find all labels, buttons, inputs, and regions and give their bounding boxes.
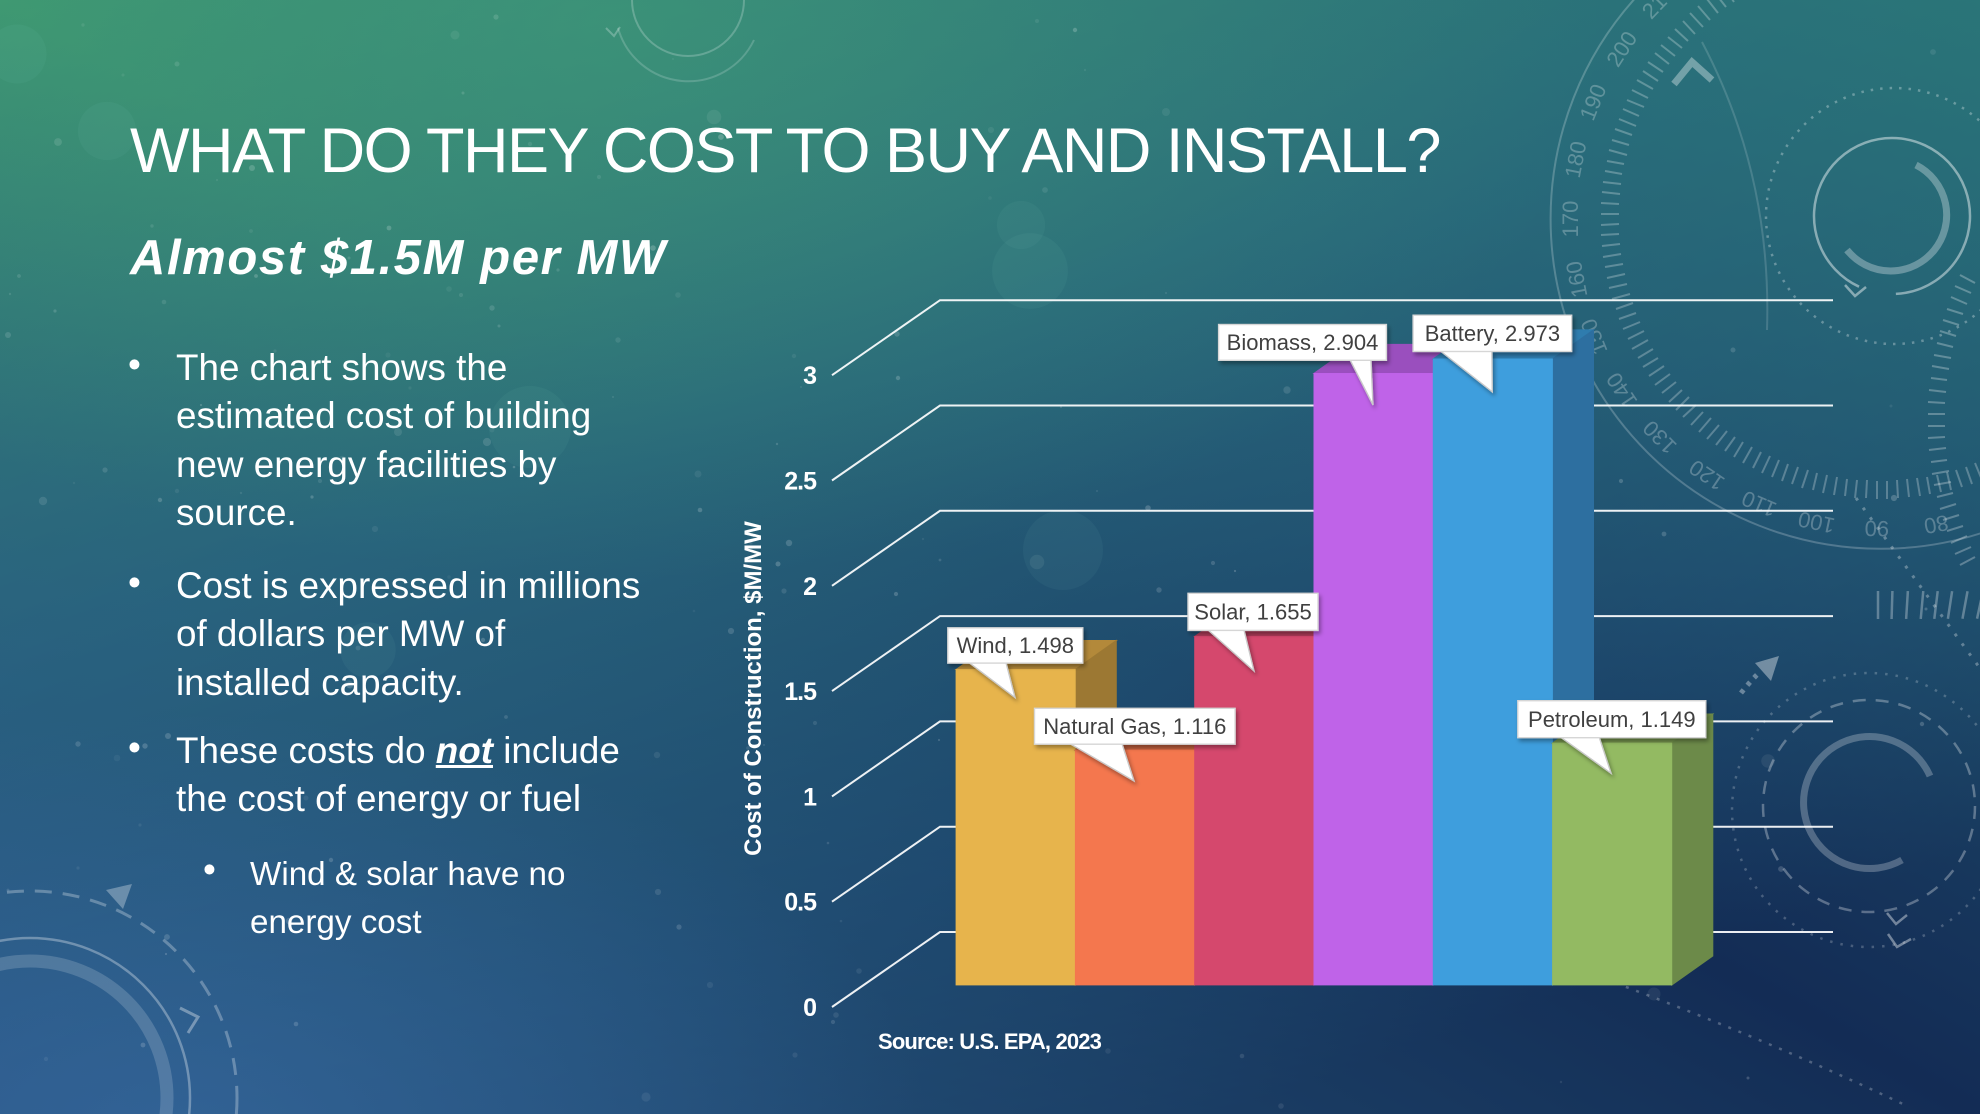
svg-text:3: 3	[803, 362, 816, 390]
svg-text:0: 0	[803, 994, 816, 1022]
svg-text:1.5: 1.5	[784, 678, 817, 706]
svg-text:Natural Gas, 1.116: Natural Gas, 1.116	[1043, 714, 1226, 739]
svg-text:Wind, 1.498: Wind, 1.498	[957, 633, 1074, 658]
svg-text:Petroleum, 1.149: Petroleum, 1.149	[1528, 707, 1696, 732]
svg-text:90: 90	[1864, 516, 1889, 541]
svg-text:80: 80	[1922, 510, 1950, 539]
svg-text:Battery, 2.973: Battery, 2.973	[1425, 321, 1560, 346]
svg-text:0.5: 0.5	[784, 889, 817, 917]
svg-text:1: 1	[803, 783, 817, 811]
svg-text:Biomass, 2.904: Biomass, 2.904	[1227, 330, 1379, 355]
svg-text:2: 2	[803, 573, 816, 601]
svg-text:2.5: 2.5	[784, 468, 817, 496]
svg-text:Cost of Construction, $M/MW: Cost of Construction, $M/MW	[740, 521, 767, 856]
svg-text:Solar, 1.655: Solar, 1.655	[1194, 600, 1311, 625]
svg-text:170: 170	[1558, 201, 1583, 238]
